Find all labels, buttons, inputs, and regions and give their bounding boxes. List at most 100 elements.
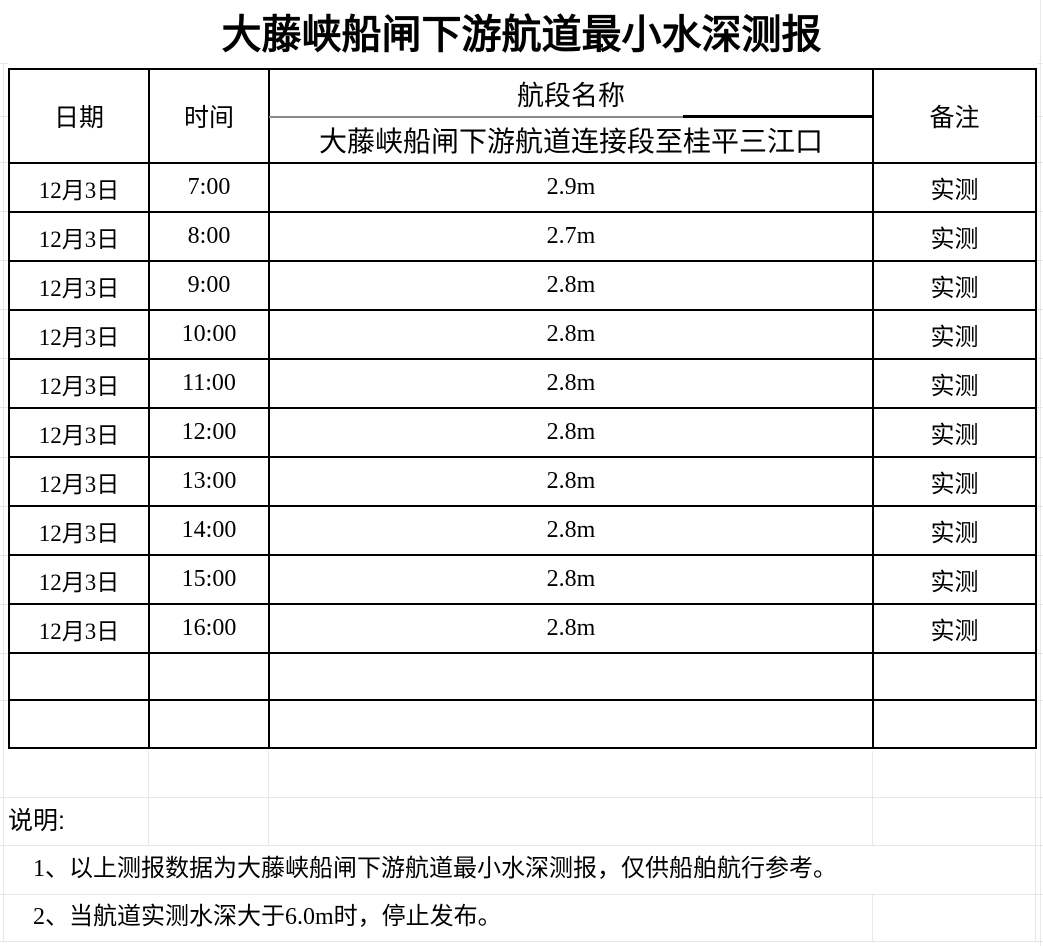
- cell-depth: 2.8m: [268, 260, 874, 311]
- empty-cell: [8, 699, 150, 749]
- gridline: [0, 457, 8, 458]
- cell-time: 8:00: [148, 211, 270, 262]
- table-row: 12月3日 10:00 2.8m 实测: [8, 309, 1037, 360]
- cell-remark: 实测: [872, 456, 1037, 507]
- cell-date: 12月3日: [8, 407, 150, 458]
- cell-date: 12月3日: [8, 603, 150, 654]
- gridline: [1037, 116, 1043, 117]
- table-row: 12月3日 16:00 2.8m 实测: [8, 603, 1037, 654]
- gridline: [0, 309, 8, 310]
- cell-time: 10:00: [148, 309, 270, 360]
- cell-depth: 2.9m: [268, 162, 874, 213]
- gridline: [1037, 162, 1043, 163]
- cell-remark: 实测: [872, 554, 1037, 605]
- notes-label: 说明:: [8, 807, 65, 835]
- empty-cell: [268, 699, 874, 749]
- empty-cell: [872, 652, 1037, 701]
- table-row: 12月3日 9:00 2.8m 实测: [8, 260, 1037, 311]
- gridline: [3, 63, 4, 941]
- gridline: [0, 407, 8, 408]
- cell-depth: 2.8m: [268, 407, 874, 458]
- gridline: [1037, 358, 1043, 359]
- report-title: 大藤峡船闸下游航道最小水深测报: [221, 13, 822, 57]
- note-item: 2、当航道实测水深大于6.0m时，停止发布。: [33, 904, 502, 930]
- header-time: 时间: [148, 68, 270, 164]
- cell-remark: 实测: [872, 603, 1037, 654]
- empty-cell: [8, 652, 150, 701]
- gridline: [0, 162, 8, 163]
- cell-depth: 2.8m: [268, 554, 874, 605]
- gridline: [0, 555, 8, 556]
- gridline: [0, 63, 8, 64]
- table-row: 12月3日 14:00 2.8m 实测: [8, 505, 1037, 556]
- gridline: [0, 116, 8, 117]
- gridline: [1037, 260, 1043, 261]
- gridline: [0, 506, 8, 507]
- cell-depth: 2.8m: [268, 309, 874, 360]
- header-segment-name: 大藤峡船闸下游航道连接段至桂平三江口: [268, 117, 874, 164]
- cell-date: 12月3日: [8, 260, 150, 311]
- cell-time: 13:00: [148, 456, 270, 507]
- empty-cell: [148, 699, 270, 749]
- gridline: [0, 211, 8, 212]
- cell-date: 12月3日: [8, 211, 150, 262]
- gridline: [872, 894, 873, 941]
- header-date: 日期: [8, 68, 150, 164]
- header-divider-black-segment: [683, 115, 873, 118]
- gridline: [1037, 211, 1043, 212]
- cell-depth: 2.8m: [268, 603, 874, 654]
- cell-remark: 实测: [872, 505, 1037, 556]
- cell-time: 14:00: [148, 505, 270, 556]
- header-segment-group: 航段名称: [268, 68, 874, 117]
- cell-date: 12月3日: [8, 162, 150, 213]
- cell-date: 12月3日: [8, 358, 150, 409]
- header-remark: 备注: [872, 68, 1037, 164]
- gridline: [0, 260, 8, 261]
- gridline: [1037, 309, 1043, 310]
- cell-remark: 实测: [872, 358, 1037, 409]
- gridline: [0, 700, 8, 701]
- cell-time: 16:00: [148, 603, 270, 654]
- cell-time: 11:00: [148, 358, 270, 409]
- cell-time: 12:00: [148, 407, 270, 458]
- cell-remark: 实测: [872, 162, 1037, 213]
- gridline: [0, 941, 1043, 942]
- gridline: [1037, 457, 1043, 458]
- gridline: [0, 358, 8, 359]
- cell-date: 12月3日: [8, 505, 150, 556]
- gridline: [1037, 653, 1043, 654]
- gridline: [872, 751, 873, 845]
- gridline: [0, 797, 1043, 798]
- gridline: [1040, 0, 1041, 946]
- empty-table-row: [8, 699, 1037, 749]
- header-row-2: 大藤峡船闸下游航道连接段至桂平三江口: [9, 117, 1036, 164]
- note-item: 1、以上测报数据为大藤峡船闸下游航道最小水深测报，仅供船舶航行参考。: [33, 856, 837, 882]
- empty-cell: [872, 699, 1037, 749]
- gridline: [0, 845, 1043, 846]
- table-row: 12月3日 15:00 2.8m 实测: [8, 554, 1037, 605]
- table-row: 12月3日 8:00 2.7m 实测: [8, 211, 1037, 262]
- empty-table-row: [8, 652, 1037, 701]
- cell-date: 12月3日: [8, 309, 150, 360]
- cell-depth: 2.8m: [268, 505, 874, 556]
- cell-depth: 2.8m: [268, 456, 874, 507]
- table-row: 12月3日 13:00 2.8m 实测: [8, 456, 1037, 507]
- empty-cell: [148, 652, 270, 701]
- cell-remark: 实测: [872, 407, 1037, 458]
- cell-remark: 实测: [872, 260, 1037, 311]
- cell-depth: 2.8m: [268, 358, 874, 409]
- gridline: [1037, 604, 1043, 605]
- empty-cell: [268, 652, 874, 701]
- cell-date: 12月3日: [8, 554, 150, 605]
- gridline: [1037, 407, 1043, 408]
- gridline: [0, 653, 8, 654]
- cell-depth: 2.7m: [268, 211, 874, 262]
- table-row: 12月3日 12:00 2.8m 实测: [8, 407, 1037, 458]
- gridline: [1037, 63, 1043, 64]
- cell-time: 9:00: [148, 260, 270, 311]
- cell-time: 15:00: [148, 554, 270, 605]
- gridline: [0, 604, 8, 605]
- gridline: [1037, 700, 1043, 701]
- header-row-1: 日期 时间 航段名称 备注: [8, 68, 1037, 164]
